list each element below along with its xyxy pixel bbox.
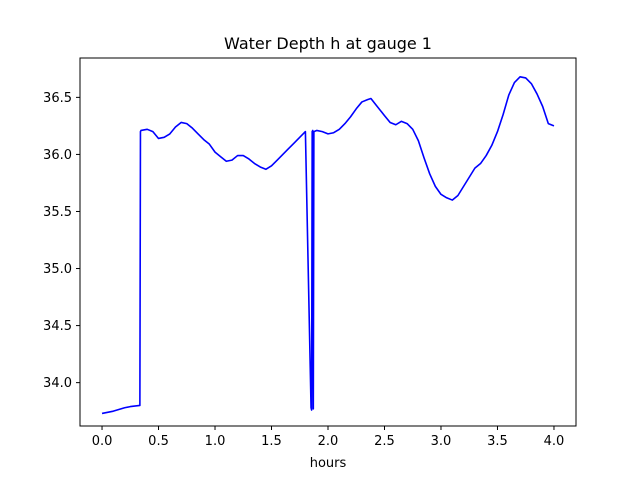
series-line-1 xyxy=(101,76,555,415)
x-tick-label: 1.5 xyxy=(261,434,282,449)
y-tick-label: 34.5 xyxy=(43,319,72,334)
y-tick-label: 35.0 xyxy=(43,262,72,277)
x-tick-label: 2.5 xyxy=(374,434,395,449)
x-tick-label: 0.0 xyxy=(92,434,113,449)
y-tick-label: 35.5 xyxy=(43,205,72,220)
x-tick-label: 0.5 xyxy=(148,434,169,449)
x-axis-label: hours xyxy=(310,456,347,471)
chart-title: Water Depth h at gauge 1 xyxy=(224,34,432,53)
plot-layer xyxy=(101,76,555,415)
y-axis-ticks: 34.0 34.5 35.0 35.5 36.0 36.5 xyxy=(43,91,80,391)
x-tick-label: 2.0 xyxy=(318,434,339,449)
y-tick-label: 34.0 xyxy=(43,376,72,391)
x-tick-label: 3.5 xyxy=(487,434,508,449)
axes-frame xyxy=(79,57,577,427)
y-tick-label: 36.5 xyxy=(43,91,72,106)
x-tick-label: 4.0 xyxy=(544,434,565,449)
x-axis-ticks: 0.0 0.5 1.0 1.5 2.0 2.5 3.0 3.5 4.0 xyxy=(92,426,565,449)
y-tick-label: 36.0 xyxy=(43,148,72,163)
x-tick-label: 3.0 xyxy=(431,434,452,449)
x-tick-label: 1.0 xyxy=(205,434,226,449)
